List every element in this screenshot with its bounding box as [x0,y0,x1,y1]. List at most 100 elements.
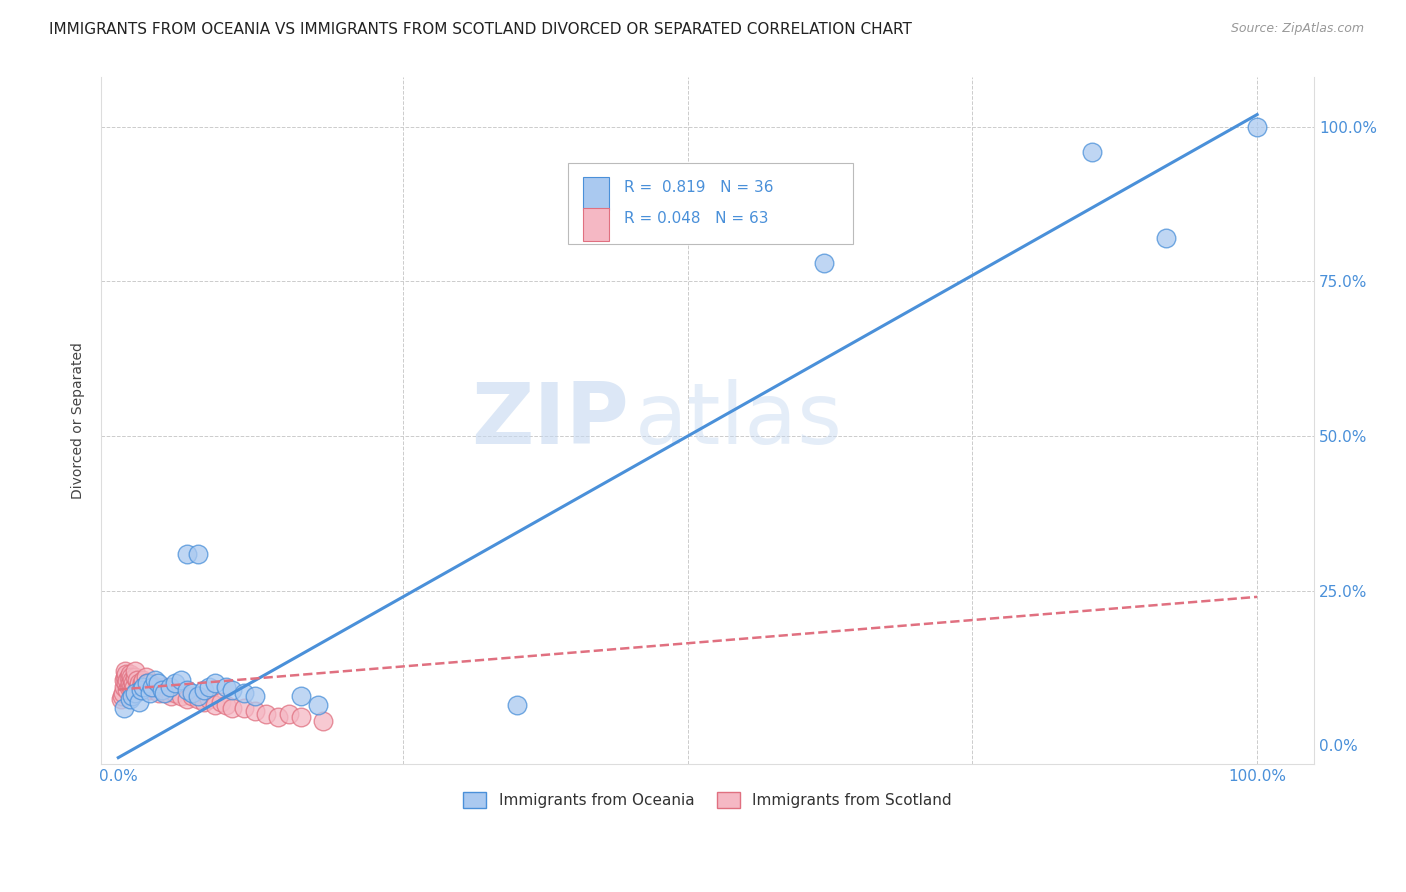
Point [132,673,155,688]
Point [170,673,193,688]
Point [125,673,148,688]
FancyBboxPatch shape [582,208,609,241]
Point [198,680,221,694]
Text: R =  0.819   N = 36: R = 0.819 N = 36 [624,180,773,195]
Point [141,680,163,694]
Point [120,670,142,684]
Text: ZIP: ZIP [471,379,628,462]
Point [114,664,136,678]
Point [121,689,143,703]
Point [115,667,138,681]
Legend: Immigrants from Oceania, Immigrants from Scotland: Immigrants from Oceania, Immigrants from… [457,787,957,814]
Point [278,707,301,722]
Point [121,673,143,688]
Point [187,689,209,703]
Point [204,698,226,712]
Point [128,695,150,709]
Point [117,673,139,688]
Point [143,682,166,697]
Point [110,692,132,706]
Point [150,682,173,697]
Point [124,670,146,684]
Point [193,695,215,709]
Point [122,680,145,694]
Point [1154,231,1177,245]
Point [146,680,169,694]
Point [127,680,149,694]
Point [146,676,169,690]
Point [135,670,157,684]
Point [112,701,135,715]
Point [114,670,136,684]
Point [157,682,180,697]
Point [254,707,277,722]
Point [111,689,134,703]
Text: IMMIGRANTS FROM OCEANIA VS IMMIGRANTS FROM SCOTLAND DIVORCED OR SEPARATED CORREL: IMMIGRANTS FROM OCEANIA VS IMMIGRANTS FR… [49,22,912,37]
Point [312,714,335,728]
Point [1246,120,1268,134]
Point [124,686,146,700]
Point [135,676,157,690]
Point [165,686,187,700]
Point [135,676,157,690]
Point [120,680,142,694]
Point [204,676,226,690]
Point [141,680,163,694]
Point [112,680,135,694]
Point [176,692,198,706]
Point [159,680,181,694]
Point [129,680,152,694]
Point [243,689,266,703]
Text: atlas: atlas [636,379,842,462]
FancyBboxPatch shape [582,177,609,210]
Point [122,676,145,690]
Point [128,676,150,690]
Point [118,667,141,681]
Point [1081,145,1104,159]
Point [176,547,198,561]
Point [187,547,209,561]
Point [118,676,141,690]
Point [232,701,254,715]
Point [267,710,290,724]
Point [115,676,138,690]
Text: R = 0.048   N = 63: R = 0.048 N = 63 [624,211,769,227]
Point [187,692,209,706]
Point [170,689,193,703]
Point [134,680,156,694]
Point [165,676,187,690]
Point [132,680,155,694]
Point [813,256,835,270]
Y-axis label: Divorced or Separated: Divorced or Separated [72,343,86,499]
Point [290,689,312,703]
Point [112,673,135,688]
Point [139,686,162,700]
Point [124,664,146,678]
Point [148,686,170,700]
Point [143,673,166,688]
Point [159,689,181,703]
FancyBboxPatch shape [568,163,853,244]
Point [153,680,176,694]
Point [117,680,139,694]
Point [232,686,254,700]
Point [221,682,243,697]
Point [118,692,141,706]
Point [131,676,153,690]
Point [307,698,329,712]
Point [129,682,152,697]
Point [198,692,221,706]
Point [215,680,238,694]
Point [129,682,152,697]
Point [139,676,162,690]
Point [506,698,529,712]
Point [111,686,134,700]
Point [121,682,143,697]
Point [243,704,266,718]
Point [181,686,204,700]
Point [221,701,243,715]
Point [136,680,159,694]
Point [117,682,139,697]
Point [290,710,312,724]
Point [155,686,177,700]
